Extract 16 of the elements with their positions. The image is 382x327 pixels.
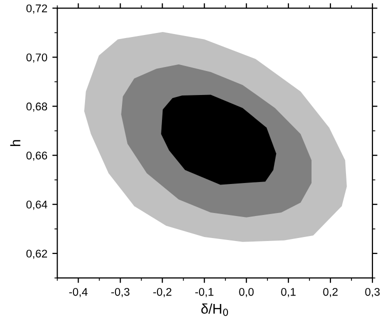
x-tick-label: -0,3 (111, 288, 130, 298)
x-tick-label: -0,4 (69, 288, 88, 298)
x-tick-label: -0,2 (153, 288, 172, 298)
y-tick-label: 0,66 (26, 152, 48, 161)
y-tick-label: 0,68 (26, 102, 48, 112)
y-tick-label: 0,70 (26, 53, 48, 63)
y-tick-label: 0,64 (26, 200, 48, 210)
x-tick-label: 0,3 (365, 288, 380, 298)
y-tick-label: 0,62 (26, 250, 48, 259)
x-tick-label: 0,2 (323, 288, 338, 298)
y-axis-title: h (10, 140, 20, 146)
x-axis-title: δ/H$_{0}$ (201, 304, 228, 316)
x-tick-label: -0,1 (195, 288, 214, 298)
y-tick-label: 0,72 (26, 4, 48, 14)
x-tick-label: 0,1 (281, 288, 296, 298)
x-tick-label: 0,0 (239, 288, 254, 298)
